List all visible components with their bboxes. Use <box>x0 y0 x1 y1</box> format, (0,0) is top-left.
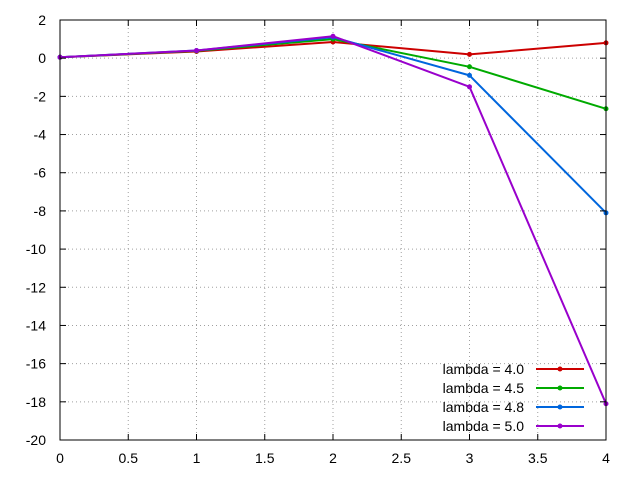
legend-marker <box>557 366 563 372</box>
y-tick-label: -8 <box>34 203 47 219</box>
legend: lambda = 4.0 lambda = 4.5 lambda = 4.8 lamb… <box>443 361 584 434</box>
y-tick-label: -4 <box>34 127 47 143</box>
x-tick-label: 3.5 <box>528 450 548 466</box>
y-tick-label: -2 <box>34 88 47 104</box>
data-point <box>194 48 199 54</box>
legend-label: lambda = 4.5 <box>443 380 525 396</box>
ticks: 0 0.5 1 1.5 2 2.5 3 3.5 4 2 0 -2 -4 -6 -8 -10 -12 -14 -16 -… <box>26 12 610 466</box>
data-point <box>330 33 336 39</box>
data-point <box>467 84 472 90</box>
legend-marker <box>557 423 563 429</box>
y-tick-label: -6 <box>34 165 47 181</box>
y-tick-label: -14 <box>26 317 46 333</box>
y-tick-label: 0 <box>38 50 46 66</box>
y-tick-label: -10 <box>26 241 46 257</box>
x-tick-label: 0.5 <box>119 450 139 466</box>
legend-label: lambda = 4.0 <box>443 361 525 377</box>
x-tick-label: 0 <box>56 450 64 466</box>
y-tick-label: 2 <box>38 12 46 28</box>
legend-marker <box>557 404 563 410</box>
data-point <box>467 51 472 57</box>
x-tick-label: 4 <box>602 450 610 466</box>
y-tick-label: -12 <box>26 279 46 295</box>
legend-item: lambda = 5.0 <box>443 418 584 434</box>
x-tick-label: 1 <box>193 450 201 466</box>
x-tick-label: 3 <box>466 450 474 466</box>
series-group <box>57 33 609 407</box>
data-point <box>467 72 472 78</box>
y-tick-label: -18 <box>26 394 46 410</box>
legend-label: lambda = 4.8 <box>443 399 525 415</box>
x-tick-label: 2 <box>329 450 337 466</box>
y-tick-label: -16 <box>26 356 46 372</box>
y-tick-label: -20 <box>26 432 46 448</box>
x-tick-label: 2.5 <box>392 450 412 466</box>
series <box>57 33 609 407</box>
legend-item: lambda = 4.5 <box>443 380 584 396</box>
x-tick-label: 1.5 <box>255 450 275 466</box>
data-point <box>467 64 472 70</box>
legend-item: lambda = 4.8 <box>443 399 584 415</box>
legend-label: lambda = 5.0 <box>443 418 525 434</box>
grid <box>60 20 606 440</box>
legend-marker <box>557 385 563 391</box>
legend-item: lambda = 4.0 <box>443 361 584 377</box>
